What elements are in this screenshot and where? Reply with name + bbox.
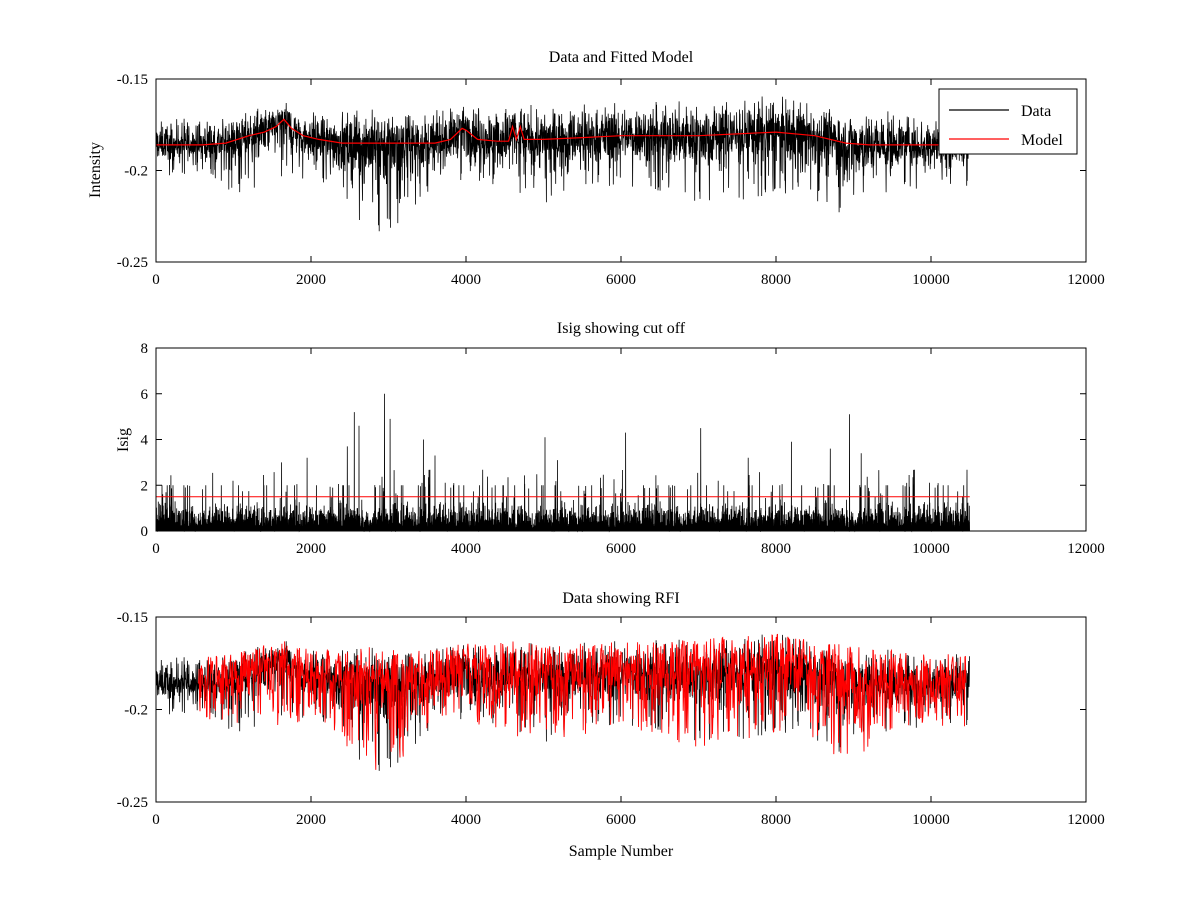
x-tick-label: 8000 xyxy=(761,812,791,828)
x-tick-label: 4000 xyxy=(451,272,481,288)
panel-2-plot-area: 0 2000 4000 6000 8000 10000 12000 0 2 4 6 8 xyxy=(141,341,1105,557)
series-data-line xyxy=(155,96,970,232)
panel-3-xlabel: Sample Number xyxy=(569,843,674,860)
x-tick-label: 8000 xyxy=(761,272,791,288)
panel-1-legend: Data Model xyxy=(938,88,1078,155)
x-tick-label: 12000 xyxy=(1067,541,1105,557)
x-tick-label: 6000 xyxy=(606,812,636,828)
legend-model-label: Model xyxy=(1021,132,1063,149)
x-tick-label: 8000 xyxy=(761,541,791,557)
panel-1-plot-area: 0 2000 4000 6000 8000 10000 12000 -0.15 -0.2 -0.2… xyxy=(117,72,1105,288)
y-tick-label: 4 xyxy=(141,433,149,449)
x-tick-label: 6000 xyxy=(606,272,636,288)
series-model-line xyxy=(156,118,947,146)
series-isig-line xyxy=(155,393,970,533)
x-tick-label: 0 xyxy=(152,272,160,288)
y-tick-label: 6 xyxy=(141,387,149,403)
y-tick-label: 8 xyxy=(141,341,149,357)
x-tick-label: 2000 xyxy=(296,272,326,288)
y-tick-label: -0.2 xyxy=(124,703,148,719)
y-tick-label: -0.2 xyxy=(124,164,148,180)
panel-data-and-fitted-model: Data and Fitted Model Intensity 0 2000 400… xyxy=(87,49,1105,288)
y-tick-label: -0.15 xyxy=(117,72,148,88)
x-tick-label: 2000 xyxy=(296,541,326,557)
panel-1-title: Data and Fitted Model xyxy=(549,49,694,66)
y-tick-label: -0.25 xyxy=(117,795,148,811)
panel-3-title: Data showing RFI xyxy=(562,590,679,607)
y-tick-label: 2 xyxy=(141,478,149,494)
x-tick-label: 4000 xyxy=(451,541,481,557)
x-tick-label: 10000 xyxy=(912,272,950,288)
x-tick-label: 4000 xyxy=(451,812,481,828)
panel-2-title: Isig showing cut off xyxy=(557,320,686,337)
panel-3-plot-area: 0 2000 4000 6000 8000 10000 12000 -0.15 -0.2 -0.2… xyxy=(117,610,1105,828)
series-rfi-line xyxy=(198,633,967,770)
y-tick-label: -0.25 xyxy=(117,255,148,271)
x-tick-label: 6000 xyxy=(606,541,636,557)
panel-2-ylabel: Isig xyxy=(115,428,132,452)
panel-data-showing-rfi: Data showing RFI Sample Number 0 2000 4000… xyxy=(117,590,1105,860)
y-tick-label: 0 xyxy=(141,524,149,540)
x-tick-label: 12000 xyxy=(1067,272,1105,288)
x-tick-label: 0 xyxy=(152,541,160,557)
legend-data-label: Data xyxy=(1021,103,1051,120)
x-tick-label: 12000 xyxy=(1067,812,1105,828)
x-tick-label: 10000 xyxy=(912,812,950,828)
x-tick-label: 2000 xyxy=(296,812,326,828)
panel-1-ylabel: Intensity xyxy=(87,142,104,198)
x-tick-label: 0 xyxy=(152,812,160,828)
panel-isig-showing-cut-off: Isig showing cut off Isig 0 2000 4000 6000 8… xyxy=(115,320,1105,557)
x-tick-label: 10000 xyxy=(912,541,950,557)
legend-box xyxy=(938,88,1078,155)
y-tick-label: -0.15 xyxy=(117,610,148,626)
